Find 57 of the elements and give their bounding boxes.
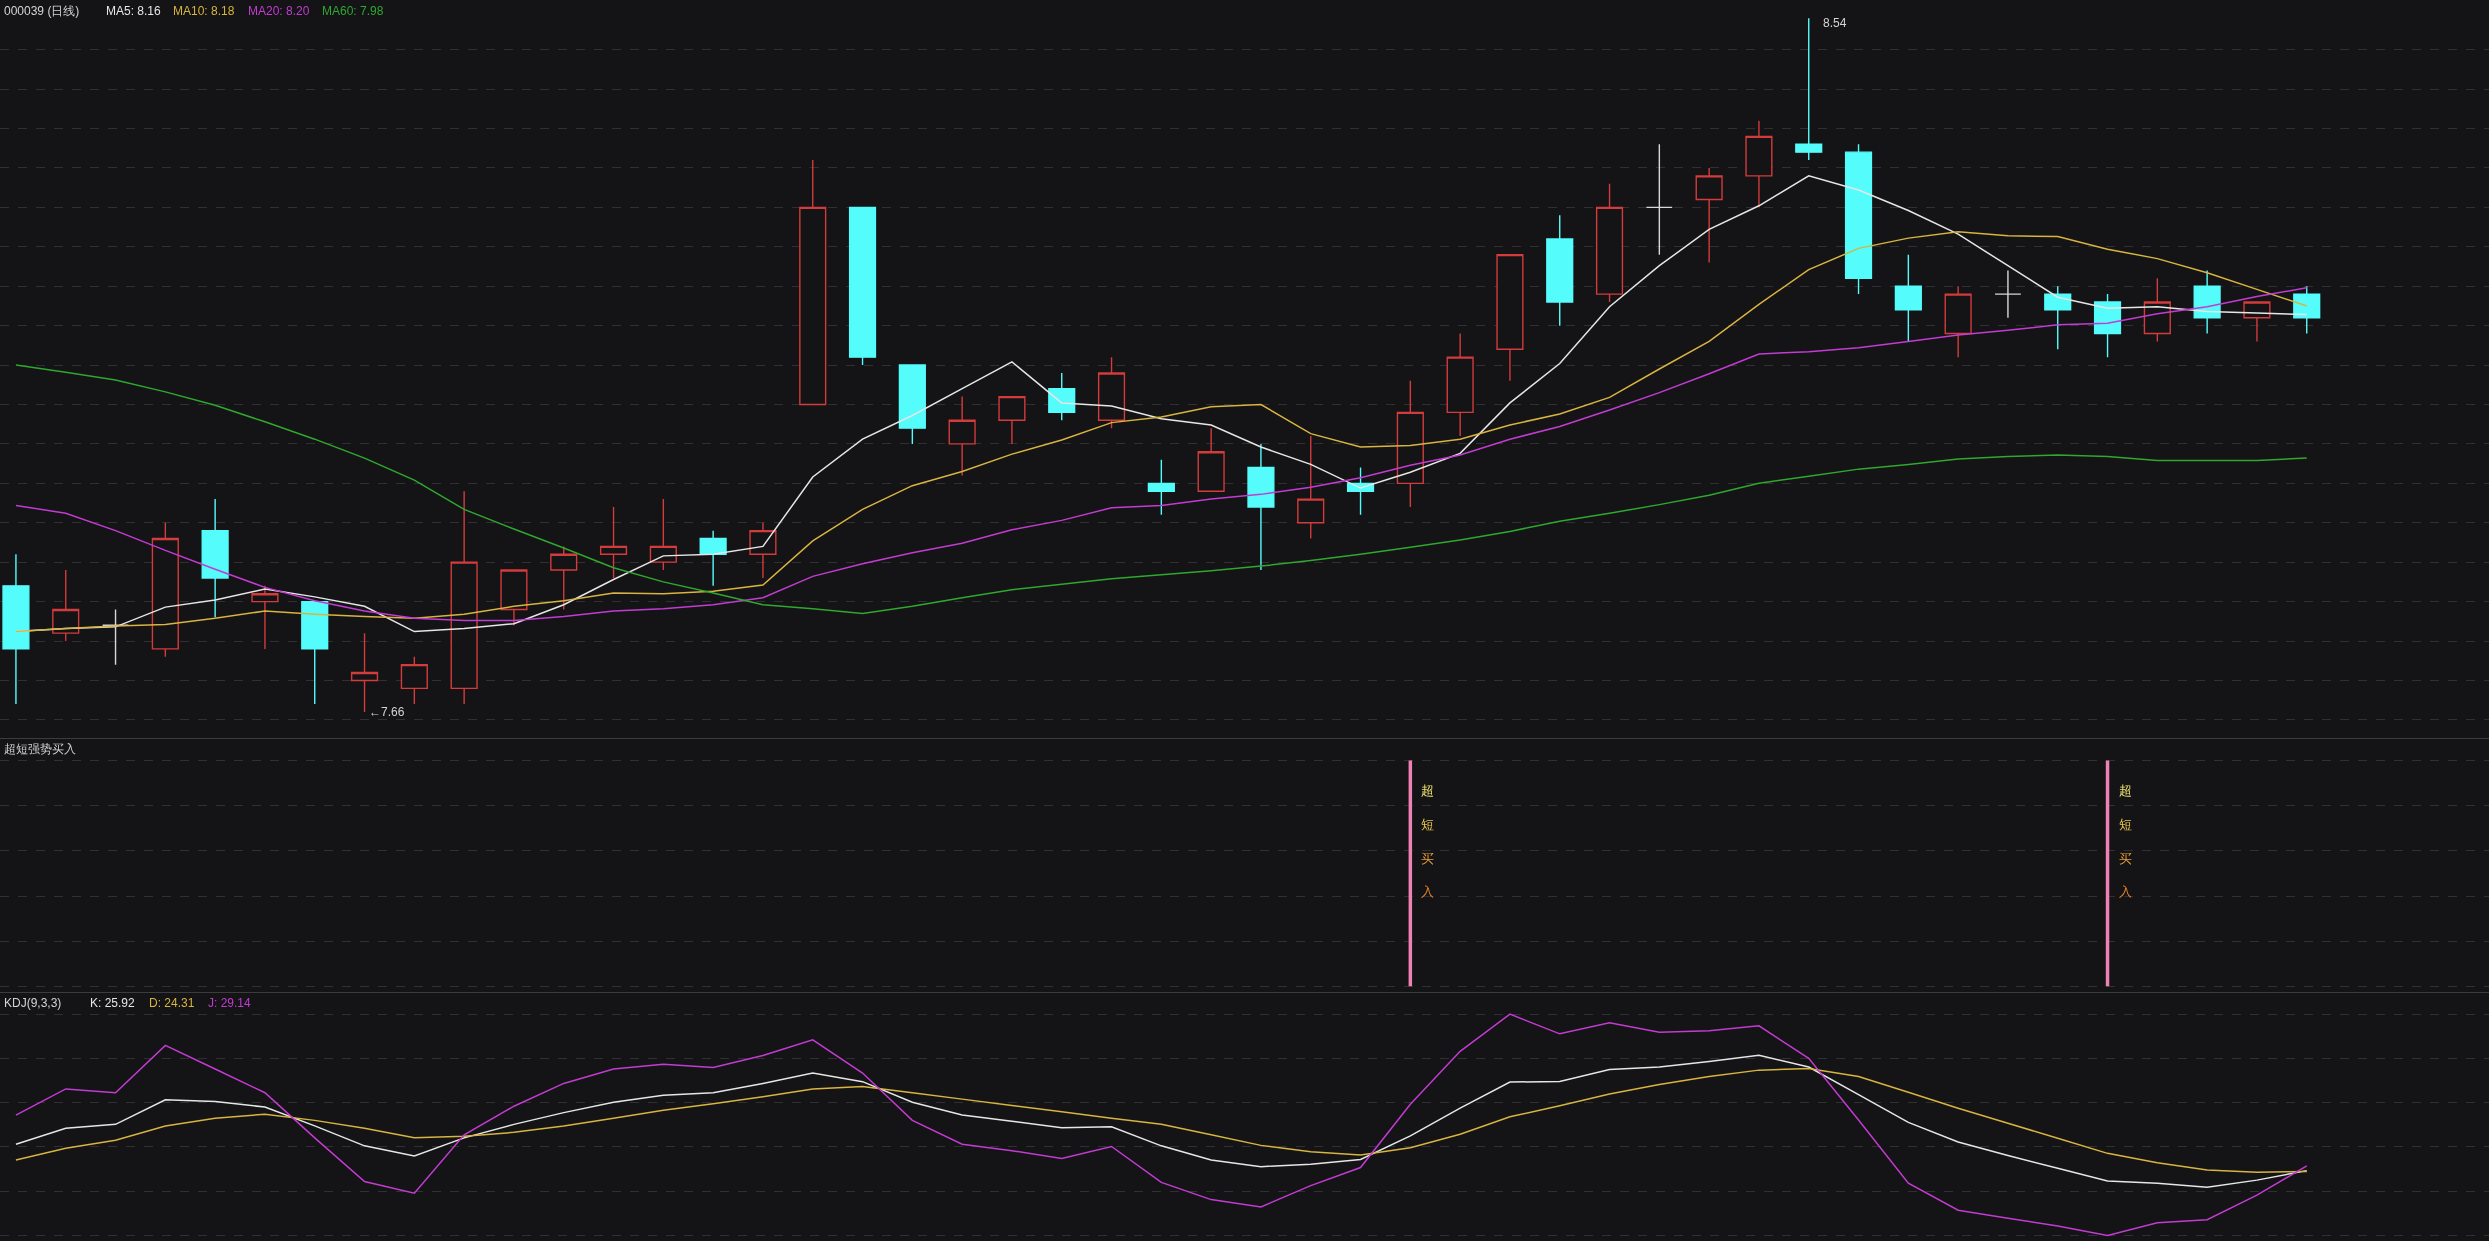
candlestick bbox=[948, 395, 976, 477]
text: J: 29.14 bbox=[208, 996, 252, 1010]
text: MA5: 8.16 bbox=[106, 4, 162, 18]
candlestick bbox=[2, 553, 30, 705]
candlestick bbox=[898, 364, 926, 445]
candlestick bbox=[649, 498, 677, 571]
candlestick bbox=[1645, 143, 1673, 256]
candlestick bbox=[848, 206, 877, 366]
text: MA20: 8.20 bbox=[248, 4, 310, 18]
annotation: ←7.66 bbox=[369, 705, 405, 719]
candlestick bbox=[1496, 253, 1524, 382]
candlestick bbox=[1546, 214, 1574, 327]
candlestick bbox=[52, 569, 80, 642]
candlestick bbox=[301, 600, 329, 705]
candlestick bbox=[1247, 443, 1275, 571]
candlestick bbox=[749, 522, 777, 579]
chart-title: KDJ(9,3,3) bbox=[4, 996, 62, 1010]
candlestick bbox=[450, 490, 478, 705]
candlestick bbox=[799, 159, 827, 406]
text: MA10: 8.18 bbox=[173, 4, 235, 18]
chart-title: 000039 (日线) bbox=[4, 4, 80, 18]
candlestick bbox=[1197, 427, 1225, 492]
candlestick bbox=[1297, 435, 1325, 540]
candlestick bbox=[201, 498, 229, 619]
candlestick bbox=[1795, 17, 1823, 161]
candlestick bbox=[599, 506, 628, 579]
text: 超短买入 bbox=[1421, 783, 1434, 900]
text: D: 24.31 bbox=[149, 996, 195, 1010]
candlestick bbox=[1147, 458, 1175, 516]
candlestick bbox=[1844, 143, 1873, 295]
candlestick bbox=[2243, 301, 2271, 343]
candlestick bbox=[1396, 380, 1424, 508]
candlestick bbox=[1745, 119, 1773, 209]
candlestick bbox=[1595, 183, 1624, 303]
candlestick bbox=[550, 545, 578, 611]
annotation: 8.54 bbox=[1823, 16, 1847, 30]
candlestick bbox=[251, 585, 279, 650]
candlestick bbox=[1446, 332, 1474, 437]
candlestick bbox=[1048, 372, 1076, 421]
text: K: 25.92 bbox=[90, 996, 136, 1010]
candlestick bbox=[1695, 167, 1723, 264]
candlestick bbox=[400, 656, 428, 705]
candlestick bbox=[2293, 285, 2321, 335]
candlestick bbox=[998, 395, 1026, 445]
chart-title: 超短强势买入 bbox=[4, 742, 76, 756]
candlestick bbox=[1944, 285, 1972, 358]
text: MA60: 7.98 bbox=[322, 4, 384, 18]
candlestick bbox=[1097, 356, 1126, 429]
candlestick bbox=[151, 522, 179, 658]
candlestick bbox=[500, 569, 528, 626]
candlestick bbox=[1894, 253, 1922, 343]
candlestick bbox=[1994, 269, 2022, 319]
candlestick bbox=[2044, 285, 2072, 350]
text: 超短买入 bbox=[2119, 783, 2132, 900]
candlestick bbox=[2093, 293, 2122, 358]
candlestick bbox=[699, 529, 727, 587]
candlestick bbox=[2193, 269, 2221, 335]
